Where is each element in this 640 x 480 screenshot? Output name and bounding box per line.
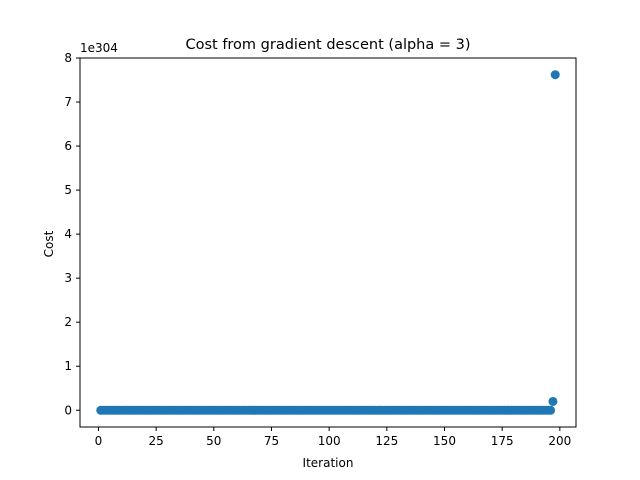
x-tick-label: 0	[95, 434, 103, 448]
outlier-point	[548, 396, 558, 406]
outlier-point	[550, 70, 560, 80]
y-tick-label: 4	[64, 227, 72, 241]
x-tick-label: 150	[433, 434, 456, 448]
y-tick-label: 1	[64, 359, 72, 373]
x-tick-label: 100	[318, 434, 341, 448]
y-tick-label: 8	[64, 51, 72, 65]
x-tick-label: 125	[375, 434, 398, 448]
chart-title: Cost from gradient descent (alpha = 3)	[185, 37, 470, 53]
y-tick-label: 5	[64, 183, 72, 197]
y-scale-multiplier: 1e304	[80, 41, 118, 55]
y-tick-label: 6	[64, 139, 72, 153]
y-tick-label: 7	[64, 95, 72, 109]
x-tick-label: 75	[264, 434, 279, 448]
plot-frame	[79, 57, 577, 428]
y-tick-label: 3	[64, 271, 72, 285]
y-tick-label: 2	[64, 315, 72, 329]
y-tick-label: 0	[64, 403, 72, 417]
x-axis-label: Iteration	[303, 456, 354, 470]
data-points	[96, 70, 560, 415]
axis-ticks: 0 25 50 75 100 125 150 175 200 0 1 2 3 4 5 6 7 8	[64, 51, 571, 448]
y-axis-label: Cost	[42, 230, 56, 257]
data-point	[546, 405, 556, 415]
x-tick-label: 200	[548, 434, 571, 448]
x-tick-label: 25	[148, 434, 163, 448]
x-tick-label: 175	[491, 434, 514, 448]
x-tick-label: 50	[206, 434, 221, 448]
